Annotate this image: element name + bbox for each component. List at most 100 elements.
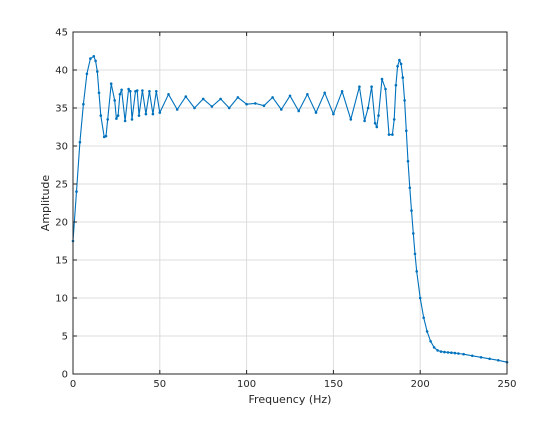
y-tick-label: 25 — [55, 180, 68, 191]
data-point — [401, 76, 405, 79]
x-axis-ticks: 0 50 100 150 200 250 — [70, 32, 517, 390]
data-point — [97, 91, 101, 95]
data-point — [380, 77, 384, 81]
data-point — [375, 125, 379, 129]
data-point — [366, 106, 370, 110]
data-point — [78, 140, 82, 144]
data-point — [201, 97, 205, 101]
data-point — [104, 134, 108, 138]
data-point — [425, 330, 429, 333]
data-point — [405, 129, 408, 133]
y-tick-label: 0 — [62, 370, 68, 381]
data-point — [288, 94, 292, 98]
data-point — [99, 114, 103, 117]
data-point — [127, 87, 130, 91]
x-tick-label: 100 — [237, 379, 256, 390]
data-point — [418, 296, 422, 300]
data-point — [462, 352, 465, 356]
data-point — [184, 95, 188, 98]
data-point — [370, 85, 373, 88]
data-point — [158, 111, 162, 114]
x-tick-label: 150 — [324, 379, 343, 390]
data-point — [391, 133, 394, 136]
data-point — [384, 87, 387, 91]
data-point — [262, 104, 266, 107]
data-point — [175, 108, 179, 111]
data-point — [453, 351, 457, 355]
data-point — [450, 351, 453, 355]
data-point — [436, 349, 439, 352]
axes-box — [72, 31, 508, 375]
data-point — [137, 114, 141, 117]
data-point — [422, 316, 426, 320]
data-point — [129, 90, 132, 93]
data-point — [245, 102, 248, 106]
data-point — [412, 232, 415, 235]
data-point — [497, 359, 500, 362]
data-point — [280, 108, 283, 111]
data-point — [109, 82, 113, 85]
data-point — [403, 99, 406, 102]
data-point — [413, 252, 417, 256]
data-point — [210, 105, 214, 108]
data-point — [120, 88, 123, 92]
data-point — [377, 114, 380, 117]
data-point — [479, 356, 483, 359]
data-point — [118, 93, 122, 96]
data-point — [457, 352, 460, 355]
data-point — [471, 354, 474, 358]
data-point — [82, 102, 85, 106]
data-point — [123, 119, 127, 123]
data-point — [144, 112, 148, 116]
data-point — [193, 106, 196, 110]
data-point — [439, 350, 443, 353]
data-point — [141, 89, 144, 92]
data-point — [340, 90, 344, 93]
data-point — [332, 112, 335, 116]
y-tick-label: 40 — [55, 66, 68, 77]
data-point — [399, 62, 403, 66]
data-point — [85, 72, 89, 76]
data-point — [446, 351, 450, 354]
data-point — [254, 102, 257, 105]
data-point — [349, 118, 353, 121]
data-point — [96, 70, 99, 73]
y-tick-label: 35 — [55, 104, 68, 115]
y-tick-label: 45 — [55, 28, 68, 39]
y-tick-label: 20 — [55, 218, 68, 229]
data-point — [75, 190, 78, 193]
data-point — [113, 99, 116, 102]
data-point — [297, 109, 301, 113]
y-tick-label: 30 — [55, 142, 68, 153]
y-tick-label: 10 — [55, 294, 68, 305]
data-point — [488, 357, 491, 361]
data-point — [323, 91, 327, 95]
data-point — [130, 118, 134, 121]
data-point — [396, 64, 399, 68]
data-point — [94, 59, 97, 63]
data-point — [429, 340, 432, 343]
data-point — [115, 117, 118, 120]
x-tick-label: 200 — [411, 379, 430, 390]
data-point — [92, 55, 96, 58]
data-point — [358, 85, 361, 88]
data-point — [116, 114, 120, 117]
data-point — [394, 83, 398, 87]
data-point — [406, 159, 410, 163]
data-point — [432, 346, 436, 349]
data-point — [363, 119, 366, 123]
data-point — [151, 112, 155, 116]
data-point — [167, 93, 170, 96]
plot-background — [73, 32, 507, 374]
y-axis-ticks: 0 5 10 15 20 25 30 35 40 45 — [55, 28, 507, 381]
series-layer — [71, 55, 509, 364]
y-tick-label: 5 — [62, 332, 68, 343]
data-point — [89, 57, 92, 60]
data-point — [415, 270, 419, 273]
data-point — [398, 58, 401, 62]
data-point — [155, 90, 158, 93]
data-point — [373, 121, 377, 125]
x-axis-label: Frequency (Hz) — [249, 393, 332, 406]
data-point — [106, 118, 109, 121]
